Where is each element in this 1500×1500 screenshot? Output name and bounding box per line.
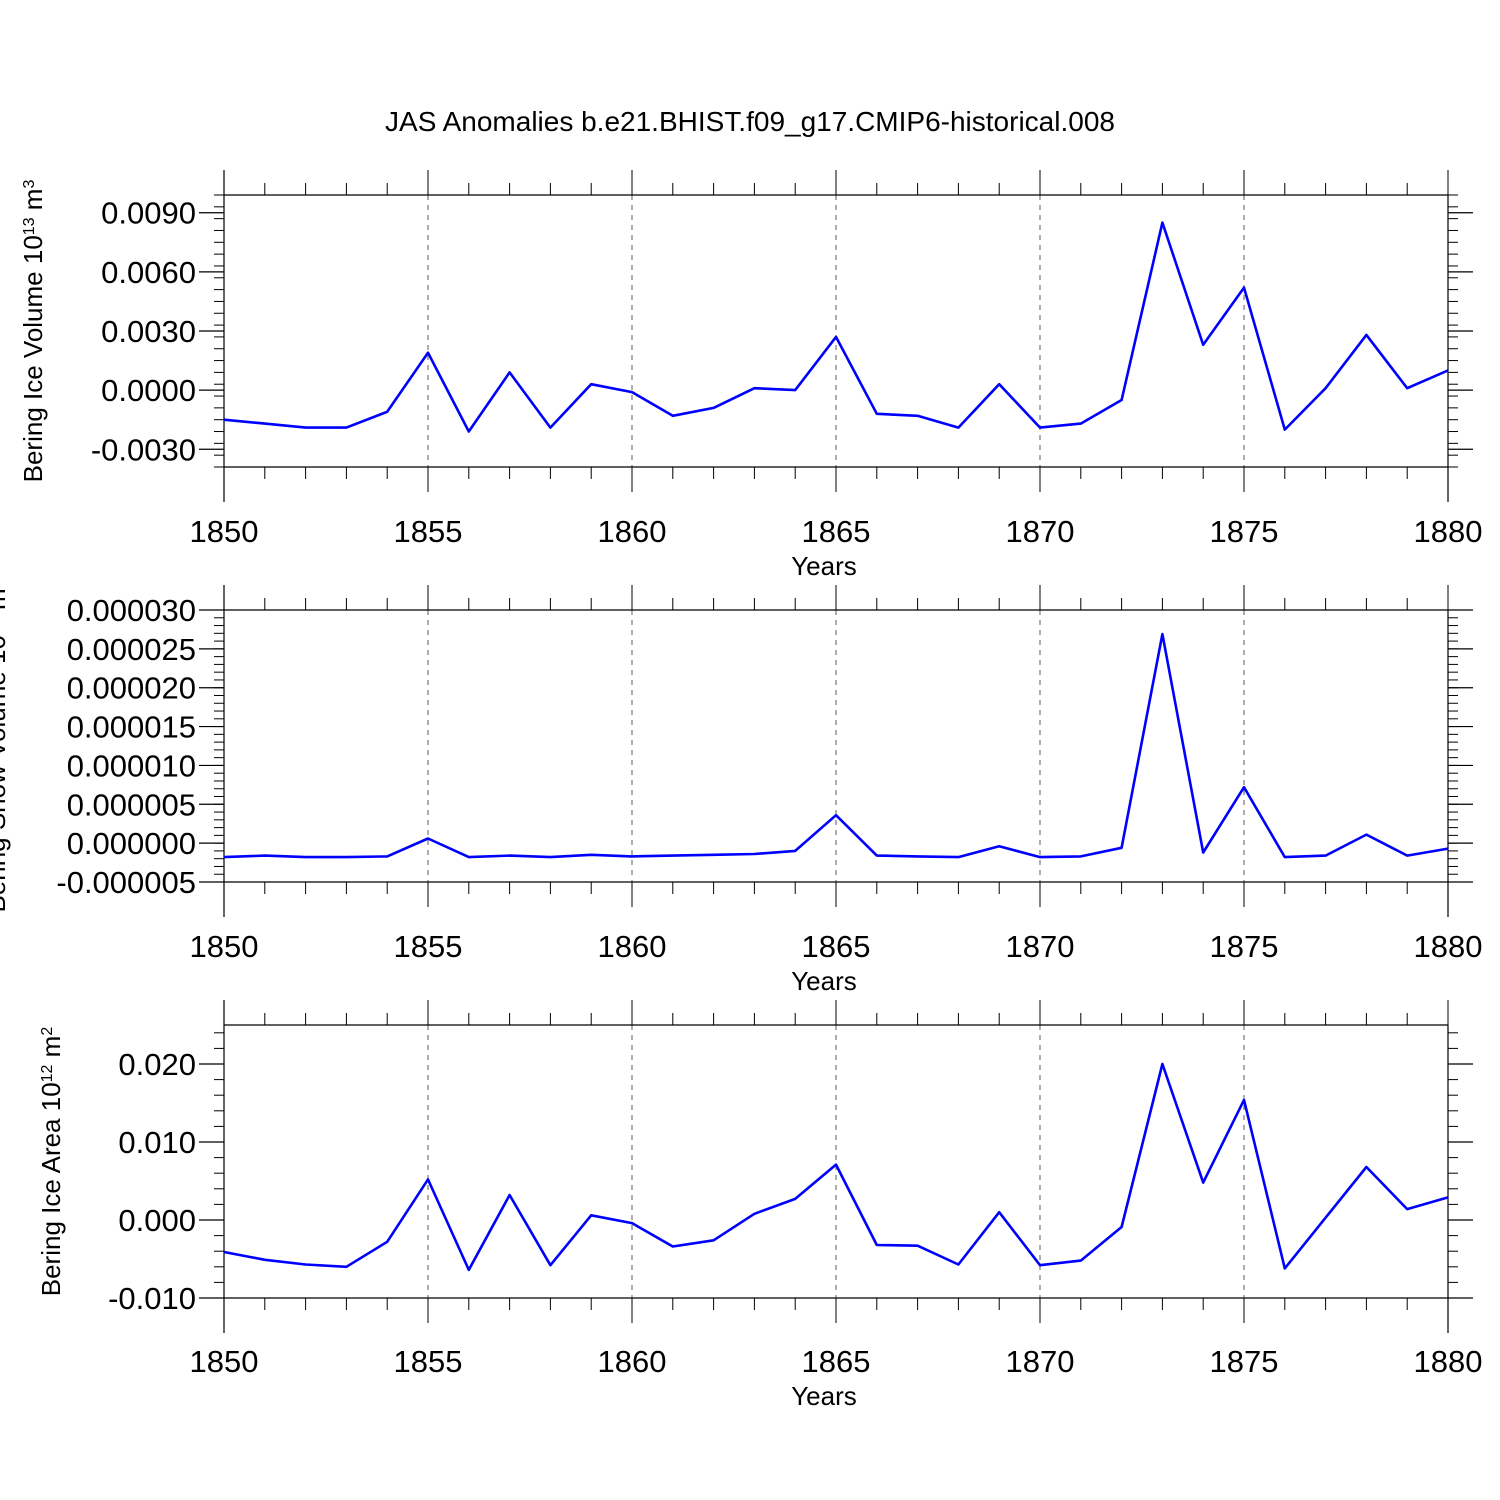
y-tick-label: 0.000005	[67, 787, 196, 822]
x-axis-label: Years	[791, 1381, 857, 1411]
x-tick-label: 1865	[802, 514, 871, 549]
x-tick-label: 1850	[190, 514, 259, 549]
x-tick-label: 1850	[190, 1344, 259, 1379]
y-tick-label: 0.000000	[67, 826, 196, 861]
x-axis-label: Years	[791, 551, 857, 581]
x-tick-label: 1875	[1210, 929, 1279, 964]
x-tick-label: 1865	[802, 929, 871, 964]
y-tick-label: 0.0060	[101, 255, 196, 290]
y-axis-label: Bering Snow Volume 1013 m3	[0, 579, 11, 912]
y-tick-label: 0.0090	[101, 196, 196, 231]
x-tick-label: 1870	[1006, 929, 1075, 964]
data-series-line	[223, 632, 1449, 859]
x-tick-label: 1860	[598, 929, 667, 964]
x-axis-label: Years	[791, 966, 857, 996]
y-axis-label: Bering Ice Volume 1013 m3	[18, 180, 48, 483]
panels: 1850 1855 1860 1865 1870 1875 1880 0.0090 0.0060…	[0, 170, 1482, 1411]
x-tick-label: 1855	[394, 929, 463, 964]
chart-panel-2: 1850 1855 1860 1865 1870 1875 1880 0.000030 0.00…	[0, 579, 1482, 996]
x-tick-label: 1875	[1210, 1344, 1279, 1379]
figure-title: JAS Anomalies b.e21.BHIST.f09_g17.CMIP6-…	[385, 106, 1115, 137]
y-tick-label: -0.000005	[56, 865, 196, 900]
chart-panel-1: 1850 1855 1860 1865 1870 1875 1880 0.0090 0.0060…	[18, 170, 1482, 581]
data-series-line	[223, 221, 1449, 433]
y-tick-label: 0.010	[118, 1125, 196, 1160]
y-tick-label: 0.000020	[67, 671, 196, 706]
y-tick-label: 0.000015	[67, 710, 196, 745]
y-tick-label: -0.0030	[91, 432, 196, 467]
chart-panel-3: 1850 1855 1860 1865 1870 1875 1880 0.020 0.010 0.…	[36, 1000, 1482, 1411]
x-tick-label: 1870	[1006, 1344, 1075, 1379]
x-tick-label: 1865	[802, 1344, 871, 1379]
x-tick-label: 1875	[1210, 514, 1279, 549]
y-tick-label: 0.000025	[67, 632, 196, 667]
data-series-line	[223, 1062, 1449, 1272]
x-tick-label: 1855	[394, 514, 463, 549]
x-tick-label: 1860	[598, 1344, 667, 1379]
y-tick-label: 0.0030	[101, 314, 196, 349]
x-tick-label: 1860	[598, 514, 667, 549]
y-tick-label: 0.000030	[67, 593, 196, 628]
y-tick-label: 0.020	[118, 1047, 196, 1082]
x-tick-label: 1855	[394, 1344, 463, 1379]
x-tick-label: 1880	[1414, 929, 1483, 964]
x-tick-label: 1850	[190, 929, 259, 964]
x-tick-label: 1880	[1414, 514, 1483, 549]
y-tick-label: 0.0000	[101, 373, 196, 408]
y-axis-label: Bering Ice Area 1012 m2	[36, 1027, 66, 1297]
y-tick-label: 0.000	[118, 1203, 196, 1238]
x-tick-label: 1880	[1414, 1344, 1483, 1379]
y-tick-label: -0.010	[108, 1281, 196, 1316]
x-tick-label: 1870	[1006, 514, 1075, 549]
y-tick-label: 0.000010	[67, 748, 196, 783]
